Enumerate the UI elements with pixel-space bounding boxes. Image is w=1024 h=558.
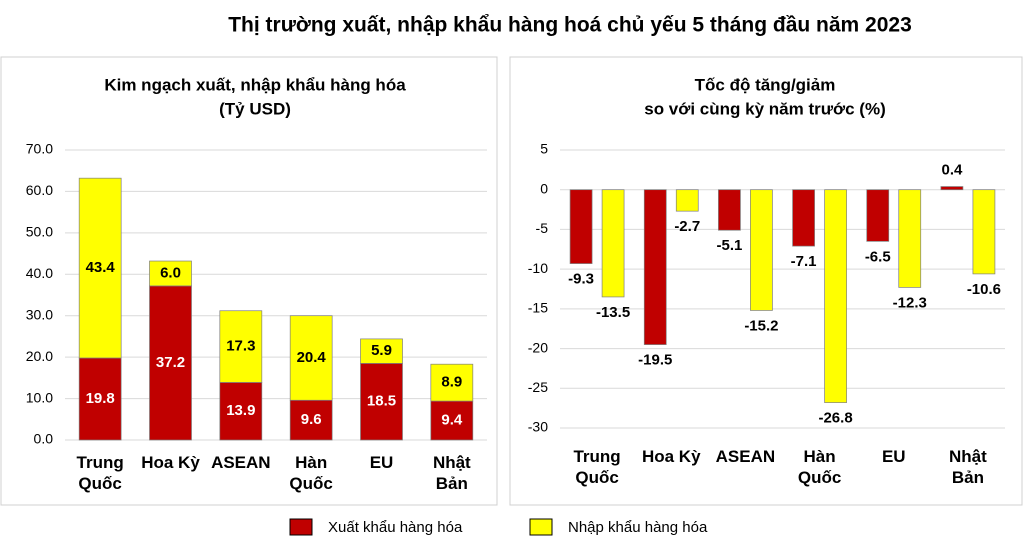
x-tick-label: Hoa Kỳ <box>641 447 701 466</box>
data-label: 18.5 <box>367 393 396 410</box>
data-label: -26.8 <box>818 410 852 427</box>
x-tick-label: Nhật Bản <box>432 453 471 493</box>
data-label: 43.4 <box>86 259 116 276</box>
chart-title: Kim ngạch xuất, nhập khẩu hàng hóa <box>104 75 406 94</box>
y-tick-label: 10.0 <box>26 389 53 405</box>
chart-subtitle: (Tỷ USD) <box>219 99 291 118</box>
data-label: 37.2 <box>156 354 185 371</box>
chart-subtitle: so với cùng kỳ năm trước (%) <box>644 99 885 118</box>
bar <box>718 189 741 231</box>
data-label: 19.8 <box>86 390 115 407</box>
bar <box>866 189 890 242</box>
bar <box>750 189 773 311</box>
data-label: -15.2 <box>744 317 778 334</box>
y-tick-label: -25 <box>528 379 548 395</box>
x-tick-label: Trung Quốc <box>76 453 124 493</box>
panel-right <box>509 56 1023 506</box>
legend-label: Xuất khẩu hàng hóa <box>328 519 463 536</box>
y-tick-label: -5 <box>536 220 549 236</box>
y-tick-label: 0.0 <box>34 431 54 447</box>
x-tick-label: EU <box>369 453 394 472</box>
main-title: Thị trường xuất, nhập khẩu hàng hoá chủ … <box>228 14 912 37</box>
data-label: 0.4 <box>941 162 963 179</box>
data-label: -19.5 <box>638 352 672 369</box>
y-tick-label: 30.0 <box>26 306 53 322</box>
y-tick-label: -30 <box>528 419 548 435</box>
data-label: 6.0 <box>160 264 181 281</box>
bar <box>643 189 667 345</box>
x-tick-label: Hàn Quốc <box>797 447 842 487</box>
bar-segment <box>78 177 122 359</box>
data-label: -7.1 <box>791 253 817 270</box>
bar-segment <box>219 382 263 441</box>
data-label: 17.3 <box>226 338 255 355</box>
x-tick-label: Hàn Quốc <box>289 453 333 493</box>
data-label: 13.9 <box>226 402 255 419</box>
y-tick-label: -15 <box>528 300 548 316</box>
y-tick-label: 70.0 <box>26 141 53 157</box>
bar <box>569 189 593 264</box>
legend-swatch <box>529 518 553 536</box>
data-label: 9.6 <box>301 411 322 428</box>
bar <box>601 189 625 298</box>
y-tick-label: 50.0 <box>26 224 53 240</box>
panel-left <box>0 56 498 506</box>
data-label: 8.9 <box>441 374 462 391</box>
bar <box>792 189 815 247</box>
y-tick-label: 60.0 <box>26 182 53 198</box>
x-tick-label: ASEAN <box>715 447 776 466</box>
bar-segment <box>360 363 403 441</box>
x-tick-label: ASEAN <box>211 453 271 472</box>
x-tick-label: Trung Quốc <box>573 447 621 487</box>
y-tick-label: 0 <box>540 180 548 196</box>
bar-segment <box>289 399 333 441</box>
x-tick-label: Nhật Bản <box>949 447 987 487</box>
legend-label: Nhập khẩu hàng hóa <box>568 519 708 536</box>
bar-segment <box>360 338 403 364</box>
y-tick-label: 40.0 <box>26 265 53 281</box>
y-tick-label: 20.0 <box>26 348 53 364</box>
bar-segment <box>289 315 333 401</box>
bar-segment <box>430 363 474 402</box>
data-label: 5.9 <box>371 342 392 359</box>
chart-title: Tốc độ tăng/giảm <box>695 75 836 94</box>
bar-segment <box>78 357 122 441</box>
bar-segment <box>430 400 474 441</box>
y-tick-label: -20 <box>528 339 548 355</box>
x-tick-label: EU <box>881 447 906 466</box>
data-label: -13.5 <box>596 304 630 321</box>
data-label: -5.1 <box>716 237 742 254</box>
data-label: -9.3 <box>568 271 594 288</box>
bar-segment <box>149 260 192 287</box>
data-label: -2.7 <box>674 218 700 235</box>
bar-segment <box>219 310 263 383</box>
data-label: 20.4 <box>297 349 327 366</box>
data-label: -6.5 <box>865 248 891 265</box>
y-tick-label: 5 <box>540 141 548 157</box>
bar <box>898 189 922 288</box>
bar <box>675 189 699 212</box>
legend-swatch <box>289 518 313 536</box>
bar <box>940 186 964 191</box>
bar <box>824 189 847 403</box>
data-label: -10.6 <box>967 281 1001 298</box>
y-tick-label: -10 <box>528 260 548 276</box>
data-label: -12.3 <box>893 294 927 311</box>
x-tick-label: Hoa Kỳ <box>141 453 200 472</box>
data-label: 9.4 <box>441 411 463 428</box>
bar-segment <box>149 285 192 441</box>
bar <box>972 189 996 275</box>
